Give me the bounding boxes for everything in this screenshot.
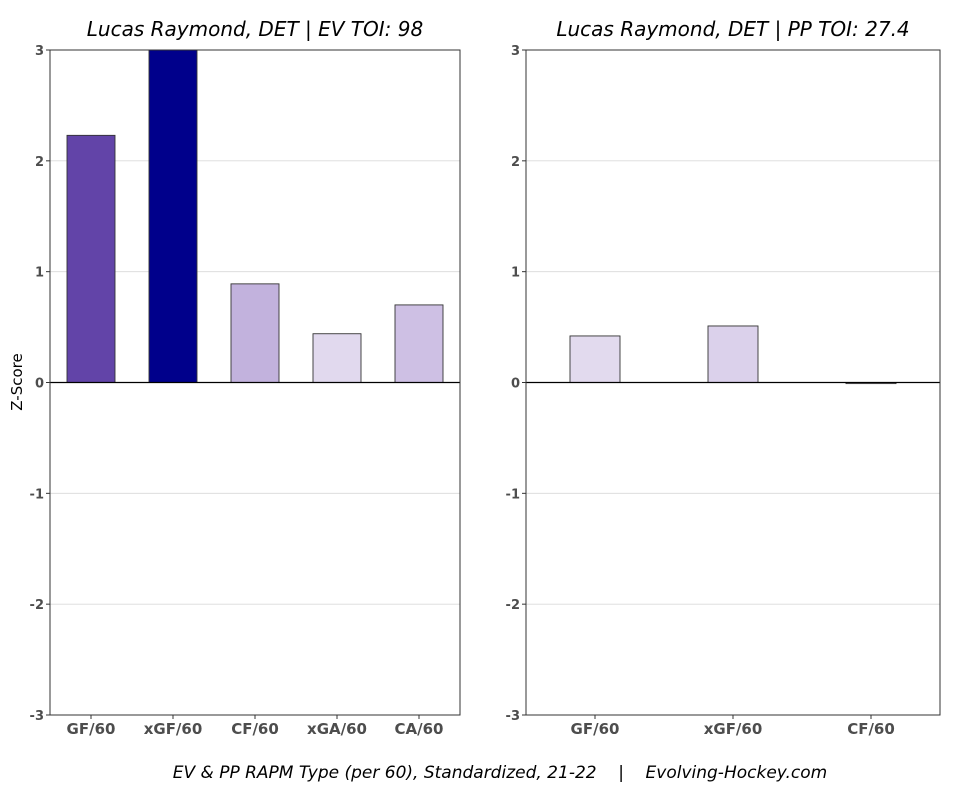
x-tick-label: CA/60 — [395, 720, 444, 738]
y-tick-label: 1 — [35, 266, 44, 281]
y-tick-label: -2 — [506, 598, 520, 613]
x-tick-label: CF/60 — [231, 720, 279, 738]
x-tick-label: GF/60 — [67, 720, 116, 738]
bar-xgf-60 — [707, 325, 759, 383]
y-tick-label: 3 — [511, 44, 520, 59]
panel-border — [525, 49, 941, 716]
x-tick-label: xGF/60 — [704, 720, 763, 738]
y-tick-label: 0 — [35, 377, 44, 392]
y-axis-label: Z-Score — [8, 353, 26, 410]
pp-rapm-panel: -3 -2 -1 0 1 2 3 GF/60 xGF/60 CF/60 Lucas Raymond,… — [506, 17, 941, 738]
bar-xga-60 — [312, 333, 362, 383]
ev-rapm-panel: -3 -2 -1 0 1 2 3 GF/60 xGF/60 CF/60 xGA/60 CA/60 Luc… — [30, 17, 461, 738]
panel-title: Lucas Raymond, DET | PP TOI: 27.4 — [556, 17, 909, 41]
y-tick-label: 1 — [511, 266, 520, 281]
bar-cf-60 — [230, 283, 280, 383]
bar-gf-60 — [569, 335, 621, 383]
x-tick-label: xGA/60 — [307, 720, 367, 738]
x-tick-label: CF/60 — [847, 720, 895, 738]
x-tick-label: xGF/60 — [144, 720, 203, 738]
x-tick-label: GF/60 — [571, 720, 620, 738]
y-tick-label: 3 — [35, 44, 44, 59]
figure-caption: EV & PP RAPM Type (per 60), Standardized… — [173, 763, 827, 783]
y-tick-label: 2 — [35, 155, 44, 170]
y-tick-label: -3 — [506, 709, 520, 724]
y-tick-label: -1 — [30, 487, 44, 502]
bar-gf-60 — [66, 134, 116, 383]
y-tick-label: 0 — [511, 377, 520, 392]
y-tick-label: -3 — [30, 709, 44, 724]
bar-ca-60 — [394, 304, 444, 383]
bar-xgf-60 — [148, 49, 198, 383]
panel-title: Lucas Raymond, DET | EV TOI: 98 — [87, 17, 423, 41]
y-tick-label: -1 — [506, 487, 520, 502]
y-tick-label: 2 — [511, 155, 520, 170]
y-tick-label: -2 — [30, 598, 44, 613]
panel-border — [49, 49, 461, 716]
